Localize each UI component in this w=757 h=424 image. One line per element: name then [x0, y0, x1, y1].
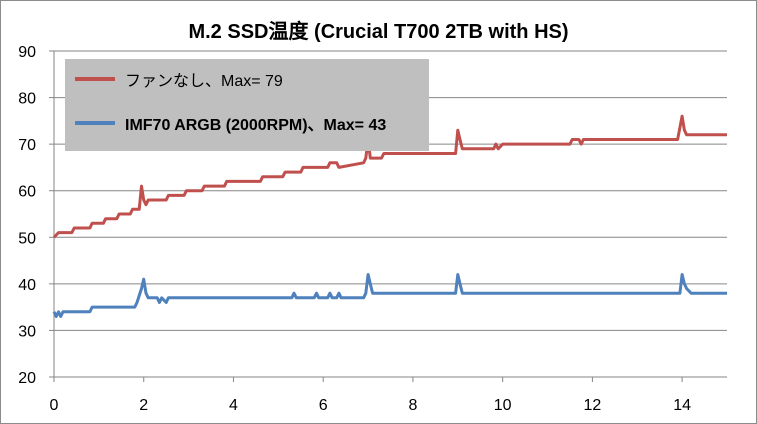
y-tick-label-90: 90	[18, 44, 36, 61]
x-tick-label-10: 10	[494, 397, 512, 414]
x-tick-label-4: 4	[229, 397, 238, 414]
legend-swatch-no-fan	[75, 77, 115, 81]
x-tick-label-6: 6	[319, 397, 328, 414]
y-tick-label-80: 80	[18, 91, 36, 108]
y-tick-label-60: 60	[18, 184, 36, 201]
legend: ファンなし、Max= 79 IMF70 ARGB (2000RPM)、Max= …	[65, 59, 429, 151]
series-line-0	[52, 114, 727, 239]
legend-item-no-fan: ファンなし、Max= 79	[75, 67, 283, 91]
x-tick-label-12: 12	[584, 397, 602, 414]
chart-title: M.2 SSD温度 (Crucial T700 2TB with HS)	[188, 21, 569, 43]
series-line-1	[52, 273, 727, 318]
y-tick-label-70: 70	[18, 137, 36, 154]
x-tick-label-0: 0	[50, 397, 59, 414]
legend-label-imf70: IMF70 ARGB (2000RPM)、Max= 43	[125, 117, 387, 134]
x-tick-label-14: 14	[673, 397, 691, 414]
legend-label-no-fan: ファンなし、Max= 79	[125, 73, 283, 90]
x-tick-label-8: 8	[408, 397, 417, 414]
legend-item-imf70: IMF70 ARGB (2000RPM)、Max= 43	[75, 111, 386, 135]
x-tick-label-2: 2	[139, 397, 148, 414]
legend-swatch-imf70	[75, 121, 115, 125]
y-tick-label-40: 40	[18, 277, 36, 294]
y-tick-label-30: 30	[18, 323, 36, 340]
y-tick-label-20: 20	[18, 370, 36, 387]
y-tick-label-50: 50	[18, 230, 36, 247]
